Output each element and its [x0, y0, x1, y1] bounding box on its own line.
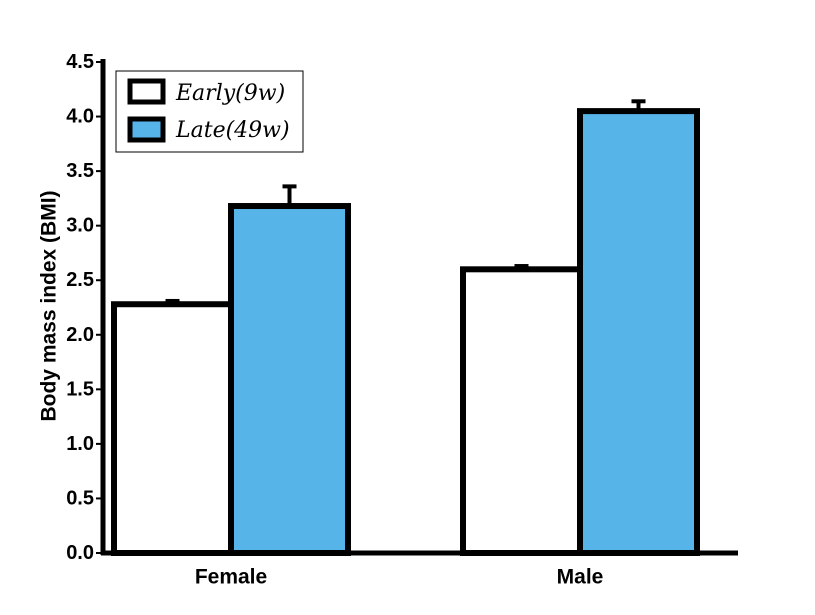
- y-tick-label: 1.5: [66, 378, 94, 400]
- y-ticks: 0.0 0.5 1.0 1.5 2.0 2.5 3.0 3.5 4.0 4.5: [66, 51, 103, 564]
- y-tick-label: 0.0: [66, 542, 94, 564]
- x-tick-label-male: Male: [557, 566, 604, 589]
- axes-layer: [100, 59, 738, 556]
- legend-label-late: Late(49w): [175, 118, 290, 143]
- y-tick-label: 0.5: [66, 487, 94, 509]
- bars-layer: [111, 99, 700, 556]
- bar-male-late: [577, 108, 700, 556]
- legend-swatch-late: [127, 116, 166, 143]
- legend: Early(9w) Late(49w): [115, 70, 304, 153]
- y-tick-label: 2.5: [66, 269, 94, 291]
- y-axis-title: Body mass index (BMI): [38, 190, 61, 421]
- y-tick-label: 4.5: [66, 51, 94, 73]
- bar-male-early: [460, 266, 583, 556]
- y-tick-label: 3.0: [66, 215, 94, 237]
- x-tick-label-female: Female: [195, 566, 267, 589]
- y-tick-label: 3.5: [66, 160, 94, 182]
- bar-female-early: [111, 301, 234, 556]
- y-tick-label: 2.0: [66, 324, 94, 346]
- x-tick-labels: Female Male: [195, 566, 604, 589]
- legend-label-early: Early(9w): [175, 81, 285, 106]
- y-tick-label: 1.0: [66, 433, 94, 455]
- legend-swatch-early: [127, 78, 166, 105]
- y-tick-label: 4.0: [66, 106, 94, 128]
- bar-female-late: [228, 203, 351, 556]
